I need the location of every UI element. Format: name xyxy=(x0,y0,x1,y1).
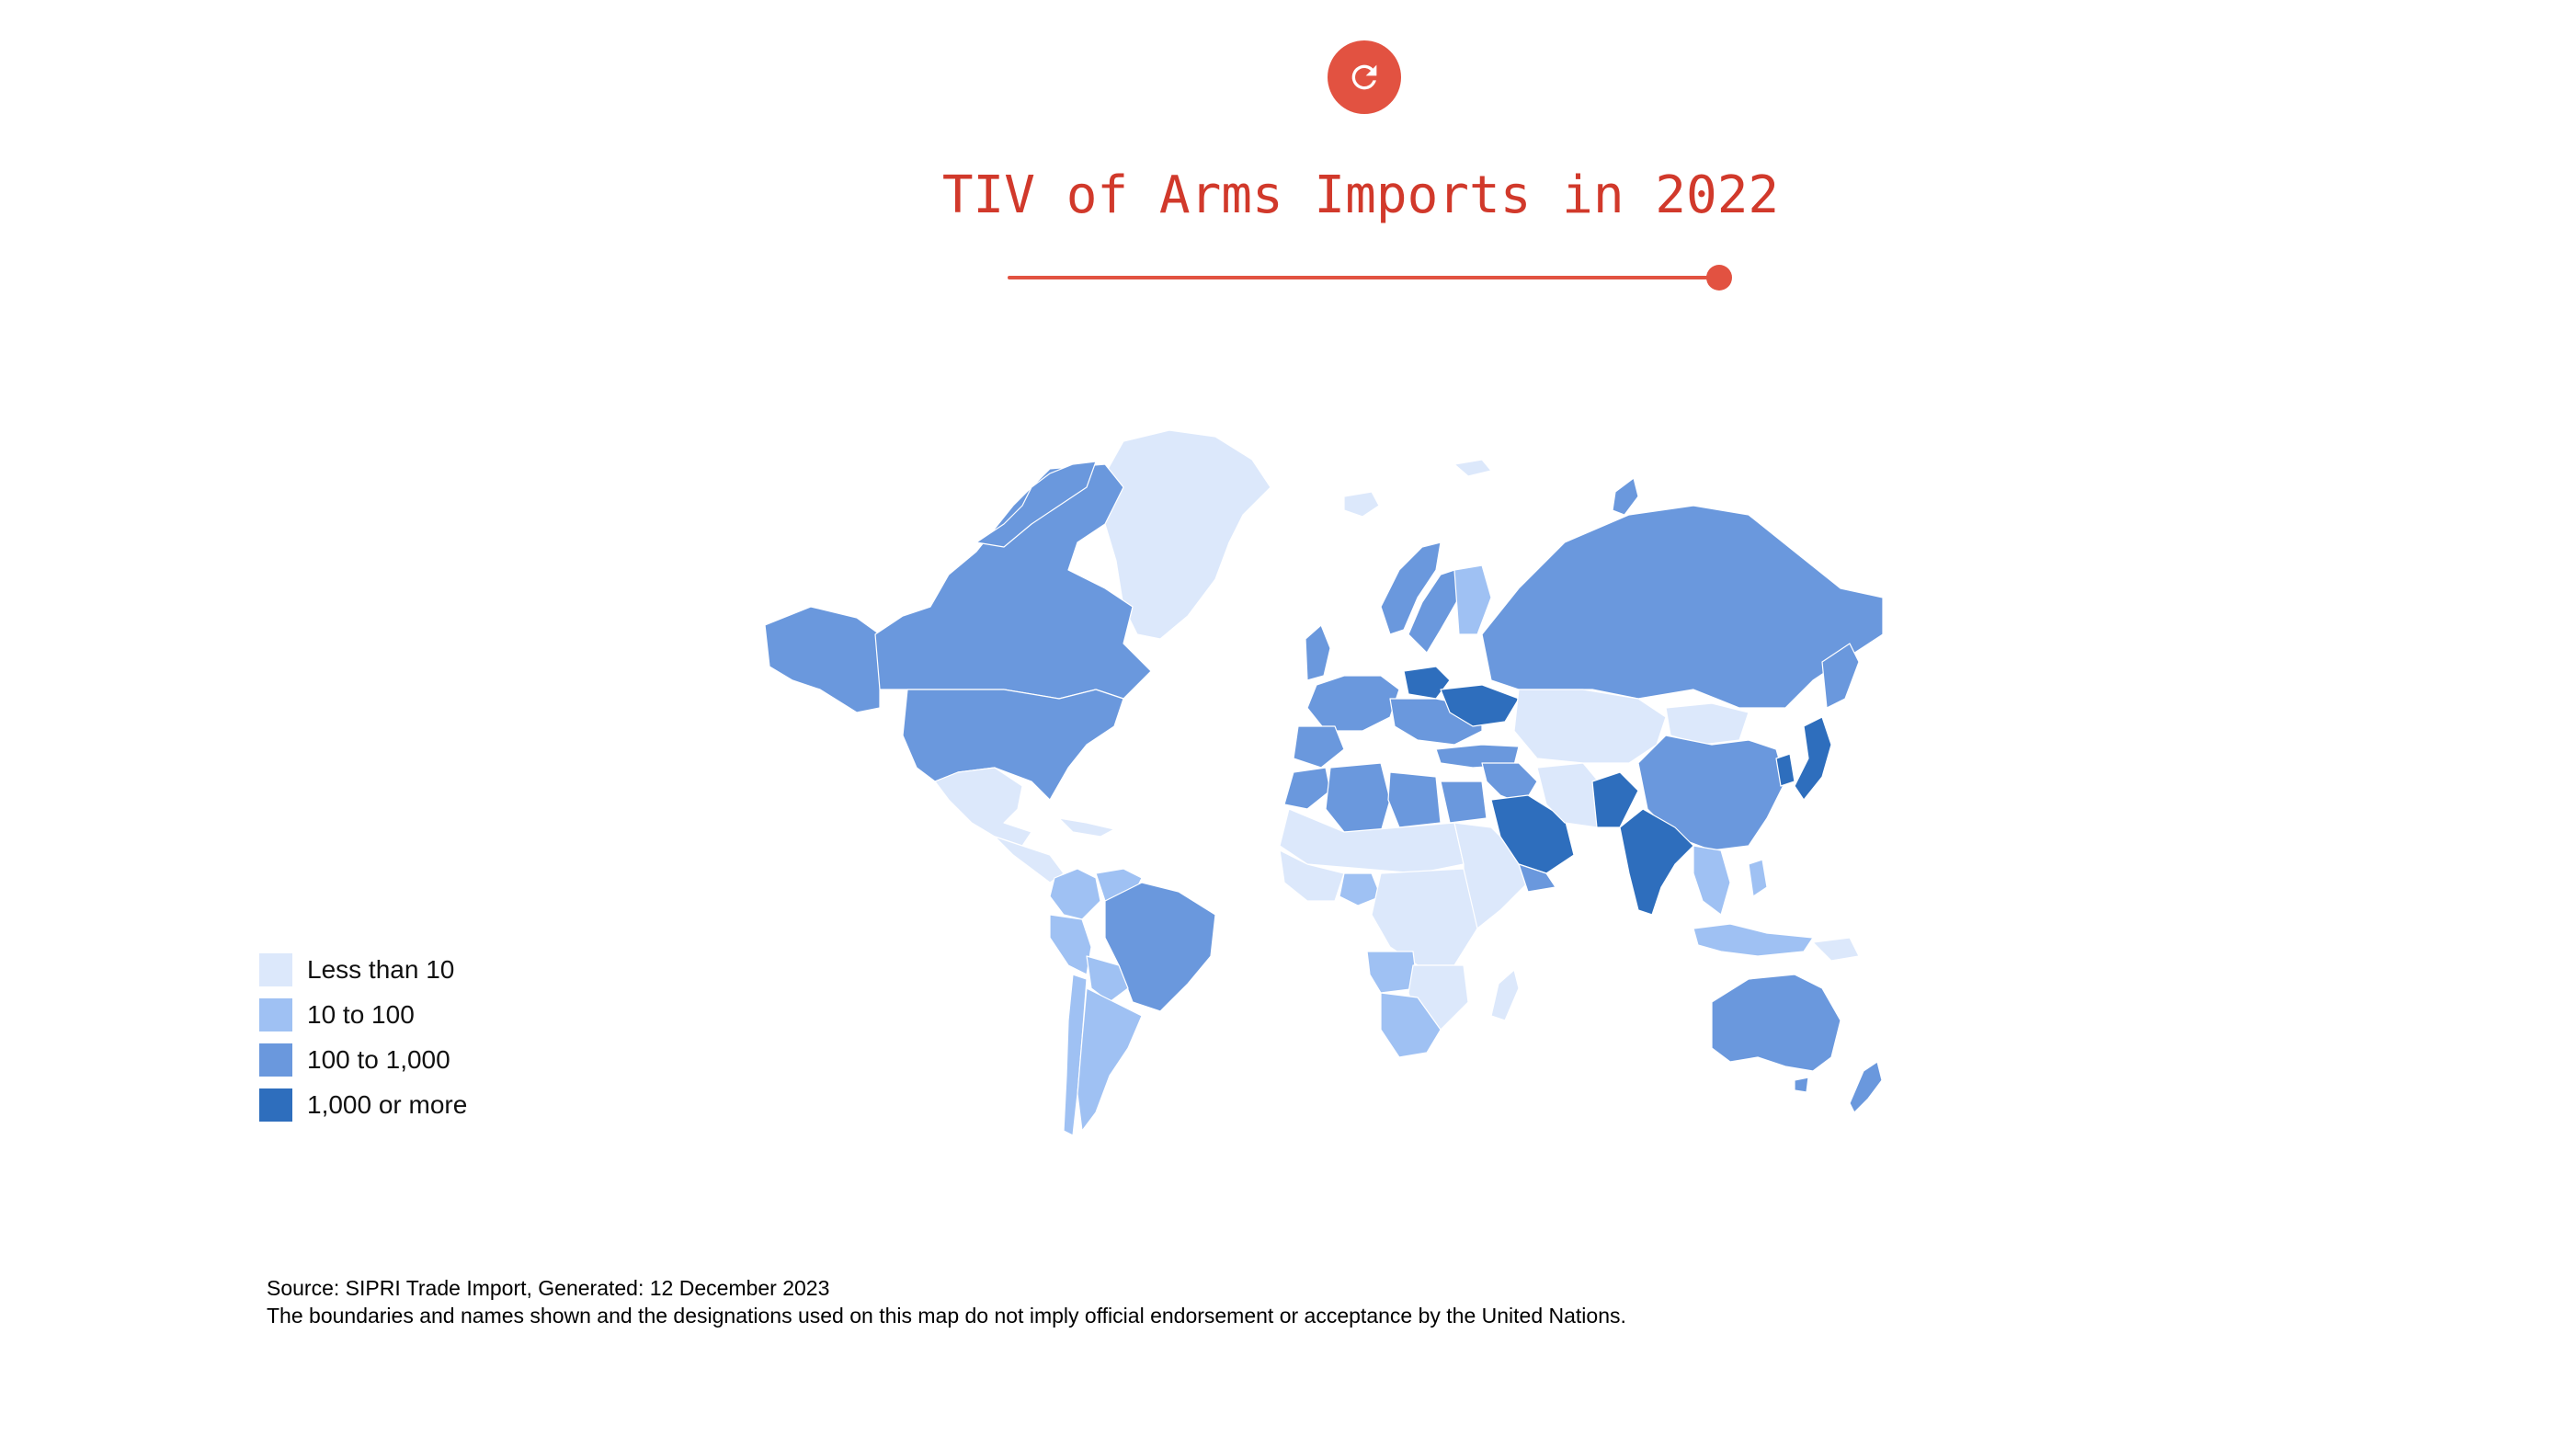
western-europe xyxy=(1306,675,1400,732)
south-africa xyxy=(1380,992,1442,1058)
map-title: TIV of Arms Imports in 2022 xyxy=(941,165,1780,225)
argentina xyxy=(1077,987,1143,1132)
colombia xyxy=(1049,868,1101,920)
ukraine xyxy=(1440,684,1520,727)
algeria xyxy=(1325,762,1391,833)
reload-icon xyxy=(1351,64,1377,90)
greenland xyxy=(1097,429,1271,640)
legend-item: Less than 10 xyxy=(259,947,467,992)
southeast-asia xyxy=(1693,845,1731,916)
iceland xyxy=(1343,491,1380,518)
svalbard xyxy=(1453,459,1492,477)
india xyxy=(1619,808,1694,916)
iberia xyxy=(1293,725,1345,769)
west-africa xyxy=(1279,849,1345,902)
disclaimer-note: The boundaries and names shown and the d… xyxy=(267,1304,1626,1328)
yemen xyxy=(1518,863,1556,893)
libya xyxy=(1387,771,1442,828)
korea xyxy=(1775,753,1795,787)
sahel xyxy=(1279,808,1465,874)
pakistan xyxy=(1591,771,1639,828)
central-america xyxy=(994,836,1065,883)
world-map xyxy=(756,414,1883,1149)
tasmania xyxy=(1794,1077,1809,1093)
canada xyxy=(874,463,1152,700)
caribbean xyxy=(1058,817,1115,838)
novaya-zemlya xyxy=(1612,477,1639,516)
source-note: Source: SIPRI Trade Import, Generated: 1… xyxy=(267,1276,830,1300)
reload-button[interactable] xyxy=(1328,40,1401,114)
legend-item: 1,000 or more xyxy=(259,1082,467,1127)
brazil xyxy=(1104,882,1216,1012)
legend-swatch xyxy=(259,952,292,986)
slider-track xyxy=(1008,276,1721,279)
legend-swatch xyxy=(259,997,292,1031)
legend-swatch xyxy=(259,1088,292,1122)
saudi-arabia xyxy=(1490,794,1575,874)
mexico xyxy=(934,767,1032,847)
map-legend: Less than 10 10 to 100 100 to 1,000 1,00… xyxy=(259,947,467,1127)
nigeria xyxy=(1339,872,1382,906)
canada-arctic xyxy=(975,461,1097,548)
angola xyxy=(1366,951,1419,994)
russia xyxy=(1481,505,1883,709)
egypt xyxy=(1440,781,1487,824)
alaska xyxy=(764,606,881,713)
new-zealand xyxy=(1849,1061,1883,1113)
australia xyxy=(1711,974,1841,1072)
morocco xyxy=(1283,767,1331,810)
philippines xyxy=(1748,859,1768,897)
central-asia xyxy=(1513,689,1667,764)
legend-label: 1,000 or more xyxy=(307,1089,468,1119)
norway xyxy=(1380,541,1442,635)
slider-thumb[interactable] xyxy=(1706,265,1732,291)
legend-swatch xyxy=(259,1043,292,1077)
finland xyxy=(1453,564,1492,635)
central-africa xyxy=(1371,868,1478,966)
bolivia xyxy=(1086,955,1129,1003)
legend-label: Less than 10 xyxy=(307,954,455,984)
mongolia xyxy=(1665,702,1750,746)
madagascar xyxy=(1490,969,1520,1021)
uk xyxy=(1305,624,1331,681)
legend-item: 10 to 100 xyxy=(259,992,467,1037)
legend-item: 100 to 1,000 xyxy=(259,1037,467,1082)
peru xyxy=(1049,914,1092,975)
papua xyxy=(1812,937,1860,962)
year-slider[interactable] xyxy=(1008,261,1734,294)
chile xyxy=(1063,974,1088,1136)
legend-label: 100 to 1,000 xyxy=(307,1044,450,1074)
legend-label: 10 to 100 xyxy=(307,999,415,1029)
japan xyxy=(1794,716,1832,801)
map-footnote: Source: SIPRI Trade Import, Generated: 1… xyxy=(267,1274,1626,1329)
indonesia xyxy=(1693,923,1814,957)
russia-far-east xyxy=(1821,643,1860,709)
